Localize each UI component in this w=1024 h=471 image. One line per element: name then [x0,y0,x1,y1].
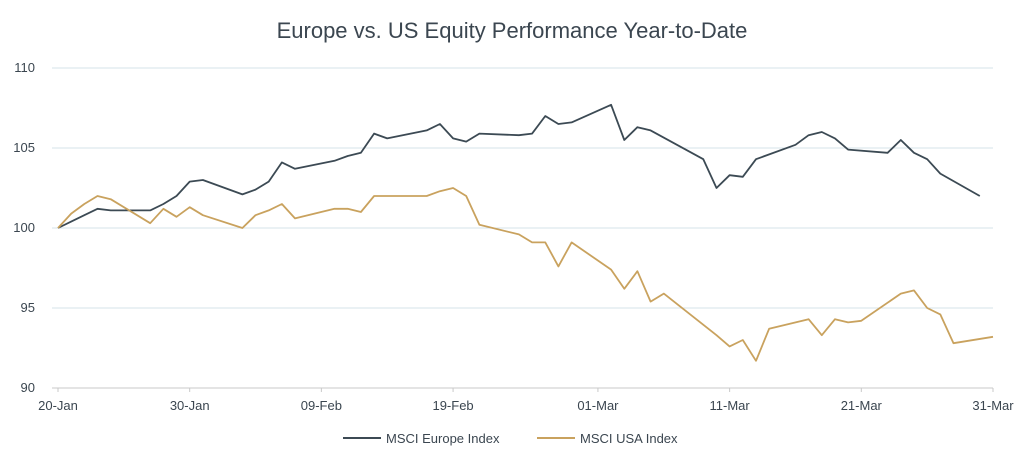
x-tick-label: 09-Feb [301,398,342,413]
y-axis-ticks: 90 95 100 105 110 [13,60,35,395]
gridlines [52,67,993,389]
series-line-msci-usa-index [57,187,994,362]
x-tick-label: 19-Feb [432,398,473,413]
x-tick-label: 11-Mar [710,398,751,413]
x-tick-label: 01-Mar [577,398,619,413]
x-tick-label: 21-Mar [841,398,883,413]
y-tick-label: 110 [14,60,35,75]
series-lines [57,103,994,362]
legend-label: MSCI Europe Index [386,431,500,446]
legend-label: MSCI USA Index [580,431,678,446]
series-line-msci-europe-index [57,103,981,229]
y-tick-label: 105 [13,140,35,155]
x-tick-label: 31-Mar [972,398,1014,413]
x-axis-ticks: 20-Jan 30-Jan 09-Feb 19-Feb 01-Mar 11-Mar 21-M… [38,388,1014,413]
chart-title: Europe vs. US Equity Performance Year-to… [277,18,748,43]
x-tick-label: 30-Jan [170,398,210,413]
y-tick-label: 90 [21,380,35,395]
y-tick-label: 95 [21,300,35,315]
y-tick-label: 100 [13,220,35,235]
legend: MSCI Europe Index MSCI USA Index [343,431,678,446]
x-tick-label: 20-Jan [38,398,78,413]
